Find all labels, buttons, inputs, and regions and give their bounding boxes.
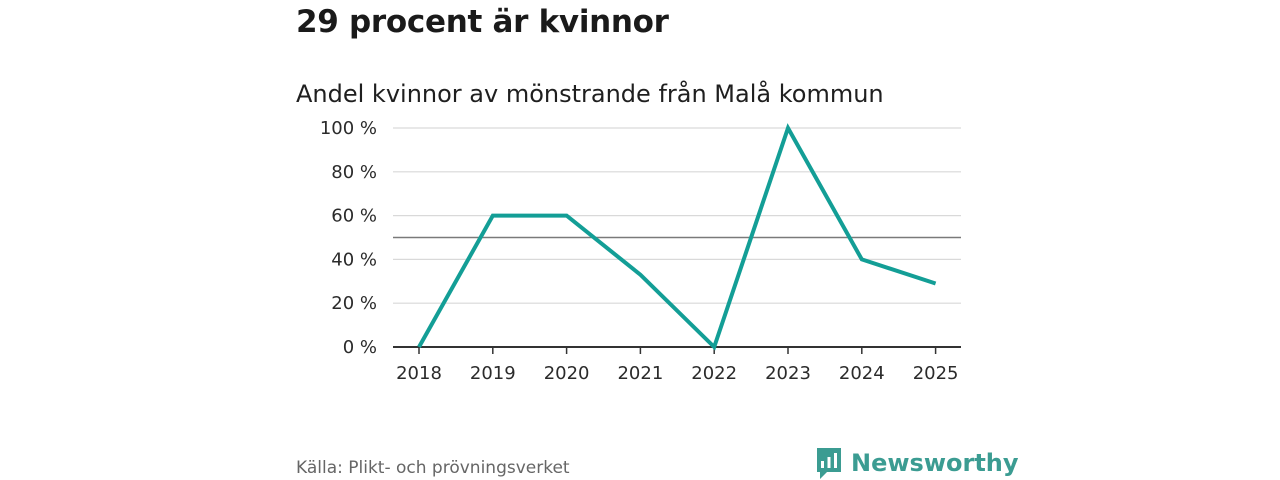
source-note: Källa: Plikt- och prövningsverket	[296, 458, 570, 478]
x-tick-label: 2024	[839, 363, 885, 384]
y-tick-label: 0 %	[343, 337, 377, 358]
brand-logo[interactable]: Newsworthy	[815, 446, 1019, 480]
gridlines	[393, 127, 961, 304]
x-tick-label: 2022	[691, 363, 737, 384]
y-tick-label: 100 %	[320, 118, 377, 139]
chart-subtitle: Andel kvinnor av mönstrande från Malå ko…	[296, 80, 884, 108]
x-tick-label: 2019	[470, 363, 516, 384]
line-chart: 0 % 20 % 40 % 60 % 80 % 100 % 2018 2019 2020 202…	[320, 118, 961, 384]
x-axis-ticks: 2018 2019 2020 2021 2022 2023 2024 2025	[396, 347, 959, 384]
y-tick-label: 60 %	[331, 206, 377, 227]
y-tick-label: 40 %	[331, 249, 377, 270]
x-tick-label: 2023	[765, 363, 811, 384]
x-tick-label: 2020	[544, 363, 590, 384]
brand-name: Newsworthy	[851, 449, 1019, 477]
x-tick-label: 2021	[617, 363, 663, 384]
series-group	[417, 123, 937, 351]
series-line	[417, 123, 937, 351]
y-axis-ticks: 0 % 20 % 40 % 60 % 80 % 100 %	[320, 118, 377, 358]
x-tick-label: 2018	[396, 363, 442, 384]
chart-title: 29 procent är kvinnor	[296, 4, 669, 40]
y-tick-label: 20 %	[331, 293, 377, 314]
x-tick-label: 2025	[913, 363, 959, 384]
newsworthy-logo-icon	[817, 448, 841, 479]
y-tick-label: 80 %	[331, 162, 377, 183]
